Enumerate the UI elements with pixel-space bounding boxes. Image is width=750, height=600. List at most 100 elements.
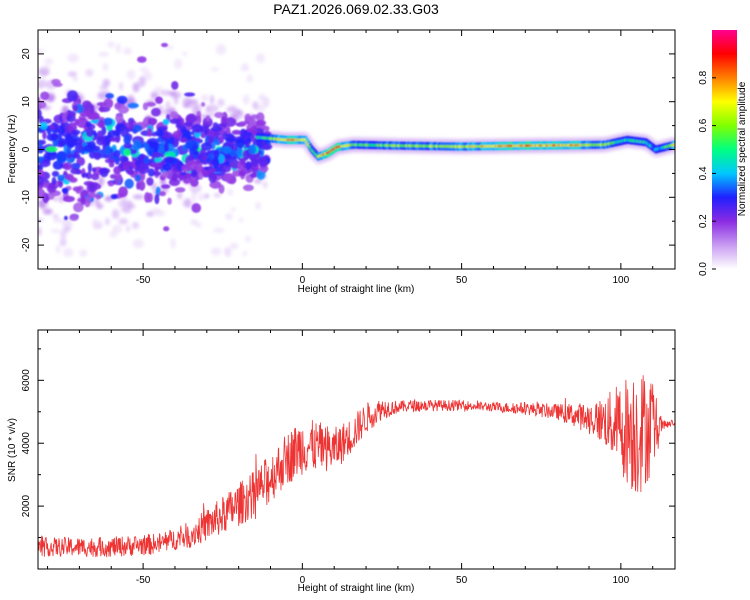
spectrogram-cell <box>38 164 42 171</box>
spectrogram-cell <box>244 113 251 122</box>
y-tick-label: 4000 <box>21 432 32 455</box>
spectrogram-cell <box>219 135 225 144</box>
spectrogram-cell <box>102 62 109 72</box>
spectrogram-cell <box>201 102 206 107</box>
spectrogram-cell <box>228 137 235 143</box>
spectrogram-cell <box>188 100 199 110</box>
spectrogram-cell <box>115 43 121 54</box>
spectrogram-cell <box>191 190 197 202</box>
spectrogram-cell <box>91 173 100 181</box>
spectrogram-cell <box>200 94 209 102</box>
spectrogram-cell <box>245 161 252 171</box>
spectrogram-cell <box>235 138 245 149</box>
spectrogram-cell <box>127 102 139 109</box>
spectrogram-cell <box>247 128 254 133</box>
spectrogram-cell <box>85 127 94 138</box>
spectrogram-cell <box>72 186 82 192</box>
spectrogram-cell <box>67 110 77 117</box>
spectrogram-cell <box>202 117 213 128</box>
spectrogram-cell <box>156 136 164 143</box>
spectrogram-cell <box>250 157 259 168</box>
spectrogram-cell <box>215 44 227 55</box>
spectrogram-cell <box>205 115 211 122</box>
spectrogram-cell <box>107 129 117 138</box>
spectrogram-cell <box>223 173 233 181</box>
spectrogram-cell <box>227 188 234 196</box>
spectrogram-cell <box>62 162 73 171</box>
spectrogram-cell <box>238 217 244 223</box>
snr-series-line <box>38 375 675 558</box>
spectrogram-cell <box>73 76 78 82</box>
spectrogram-cell <box>72 104 79 112</box>
spectrogram-cell <box>212 157 220 168</box>
spectrogram-cell <box>71 129 81 135</box>
spectrogram-cell <box>42 208 53 215</box>
spectrogram-cell <box>70 162 81 170</box>
spectrogram-cell <box>149 162 161 168</box>
spectrogram-cell <box>250 114 260 119</box>
spectrogram-cell <box>150 118 157 126</box>
spectrogram-cell <box>159 191 166 197</box>
spectrogram-cell <box>109 230 118 238</box>
spectrogram-cell <box>103 117 113 126</box>
snr-y-axis: 2000 4000 6000 <box>21 348 675 539</box>
spectrogram-cell <box>126 69 136 80</box>
spectrogram-cell <box>190 219 199 226</box>
spectrogram-cell <box>167 197 172 205</box>
spectrogram-cell <box>105 217 110 226</box>
spectrogram-cell <box>125 225 131 233</box>
spectrogram-cell <box>93 151 102 160</box>
spectrogram-cell <box>63 215 68 221</box>
spectrogram-cell <box>123 134 132 145</box>
spectrogram-cell <box>239 128 247 140</box>
spectrogram-cell <box>104 135 111 146</box>
snr-x-label: Height of straight line (km) <box>298 583 415 594</box>
spectrogram-cell <box>175 187 186 193</box>
spectrogram-cell <box>201 155 207 164</box>
spectrogram-cell <box>87 162 92 173</box>
spectrogram-cell <box>121 200 131 210</box>
spectrogram-cell <box>89 183 94 188</box>
spectrogram-cell <box>53 196 58 202</box>
spectrogram-cell <box>184 92 196 97</box>
spectrogram-cell <box>229 149 237 157</box>
spectrogram-cell <box>137 56 147 63</box>
spectrogram-cell <box>181 164 191 172</box>
spectrogram-cell <box>242 94 250 105</box>
spectrogram-cell <box>255 120 267 126</box>
spectrogram-cell <box>84 196 91 208</box>
spectrogram-cell <box>43 182 50 189</box>
spectrogram-cell <box>212 122 219 129</box>
spectrogram-cell <box>38 175 44 184</box>
spectrogram-cell <box>207 105 219 112</box>
spectrogram-cell <box>144 143 150 152</box>
spectrogram-cell <box>38 100 47 109</box>
spectrogram-cell <box>132 194 144 200</box>
spectrogram-cell <box>38 48 45 54</box>
spectrogram-cell <box>200 142 213 151</box>
spectrogram-cell <box>190 178 199 187</box>
spectrogram-cell <box>111 208 120 220</box>
colorbar-gradient <box>712 30 737 269</box>
snr-plot-area <box>38 330 675 569</box>
spectrogram-cell <box>246 153 253 158</box>
spectrogram-cell <box>238 170 246 177</box>
spectrogram-cell <box>132 82 140 93</box>
spectrogram-cell <box>261 143 273 151</box>
spectrogram-cell <box>143 157 150 164</box>
spectrogram-cell <box>134 166 140 173</box>
spectrogram-cell <box>146 211 155 217</box>
spectrogram-cell <box>191 123 203 133</box>
spectrogram-cell <box>161 42 168 48</box>
spectrogram-cell <box>120 208 128 213</box>
spectrogram-cell <box>220 116 226 125</box>
spectrogram-cell <box>213 193 221 198</box>
snr-frame <box>37 329 676 570</box>
spectrogram-cell <box>254 178 262 184</box>
spectrogram-cell <box>76 117 89 128</box>
spectrogram-cell <box>40 204 45 210</box>
spectrogram-cell <box>73 151 79 158</box>
spectrogram-cell <box>105 93 114 99</box>
spectrogram-cell <box>122 47 133 55</box>
spectrogram-cell <box>197 193 207 201</box>
